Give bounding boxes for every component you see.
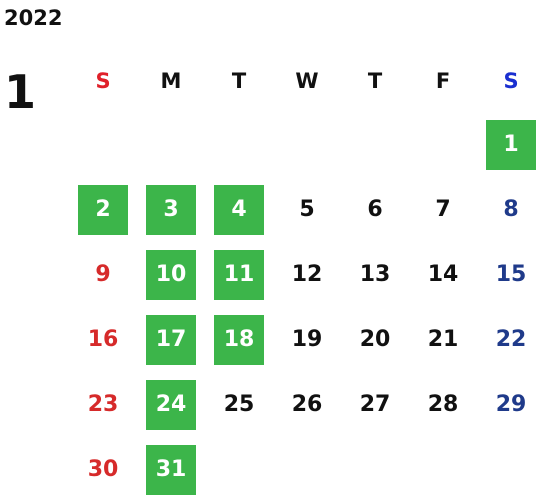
day-cell[interactable]: 23 (69, 372, 137, 437)
weekday-thursday: T (367, 69, 383, 93)
empty-cell (341, 112, 409, 177)
weekday-wednesday: W (295, 69, 319, 93)
weekday-saturday: S (503, 69, 519, 93)
day-20[interactable]: 20 (359, 327, 391, 352)
day-2[interactable]: 2 (78, 184, 128, 235)
day-10[interactable]: 10 (146, 249, 196, 300)
day-cell[interactable]: 3 (137, 177, 205, 242)
year-label: 2022 (4, 6, 63, 30)
empty-cell (341, 437, 409, 502)
empty-cell (409, 437, 477, 502)
empty-cell (137, 112, 205, 177)
day-14[interactable]: 14 (427, 262, 459, 287)
day-8[interactable]: 8 (503, 197, 519, 222)
day-cell[interactable]: 10 (137, 242, 205, 307)
day-13[interactable]: 13 (359, 262, 391, 287)
day-cell[interactable]: 28 (409, 372, 477, 437)
weekday-cell: M (137, 50, 205, 112)
day-cell[interactable]: 14 (409, 242, 477, 307)
week-row: 16 17 18 19 20 21 22 (69, 307, 545, 372)
weekday-cell: W (273, 50, 341, 112)
month-label: 1 (4, 65, 37, 119)
day-cell[interactable]: 2 (69, 177, 137, 242)
day-cell[interactable]: 20 (341, 307, 409, 372)
day-9[interactable]: 9 (95, 262, 111, 287)
day-cell[interactable]: 21 (409, 307, 477, 372)
day-cell[interactable]: 31 (137, 437, 205, 502)
day-27[interactable]: 27 (359, 392, 391, 417)
day-29[interactable]: 29 (495, 392, 527, 417)
day-cell[interactable]: 25 (205, 372, 273, 437)
day-cell[interactable]: 13 (341, 242, 409, 307)
day-cell[interactable]: 16 (69, 307, 137, 372)
empty-cell (477, 437, 545, 502)
day-cell[interactable]: 4 (205, 177, 273, 242)
day-3[interactable]: 3 (146, 184, 196, 235)
day-cell[interactable]: 22 (477, 307, 545, 372)
day-cell[interactable]: 1 (477, 112, 545, 177)
weekday-header: S M T W T F S (69, 50, 545, 112)
day-cell[interactable]: 6 (341, 177, 409, 242)
day-cell[interactable]: 19 (273, 307, 341, 372)
weekday-tuesday: T (231, 69, 247, 93)
day-26[interactable]: 26 (291, 392, 323, 417)
day-12[interactable]: 12 (291, 262, 323, 287)
day-cell[interactable]: 7 (409, 177, 477, 242)
weekday-monday: M (160, 69, 182, 93)
day-cell[interactable]: 24 (137, 372, 205, 437)
day-cell[interactable]: 11 (205, 242, 273, 307)
day-24[interactable]: 24 (146, 379, 196, 430)
empty-cell (273, 112, 341, 177)
weekday-friday: F (435, 69, 451, 93)
day-cell[interactable]: 8 (477, 177, 545, 242)
day-1[interactable]: 1 (486, 119, 536, 170)
weekday-cell: T (341, 50, 409, 112)
day-cell[interactable]: 26 (273, 372, 341, 437)
weekday-cell: S (69, 50, 137, 112)
day-4[interactable]: 4 (214, 184, 264, 235)
weekday-cell: T (205, 50, 273, 112)
day-cell[interactable]: 29 (477, 372, 545, 437)
empty-cell (69, 112, 137, 177)
day-cell[interactable]: 17 (137, 307, 205, 372)
day-25[interactable]: 25 (223, 392, 255, 417)
day-5[interactable]: 5 (299, 197, 315, 222)
weekday-cell: F (409, 50, 477, 112)
day-cell[interactable]: 5 (273, 177, 341, 242)
day-21[interactable]: 21 (427, 327, 459, 352)
day-30[interactable]: 30 (87, 457, 119, 482)
week-row: 30 31 (69, 437, 545, 502)
week-row: 2 3 4 5 6 7 8 (69, 177, 545, 242)
day-15[interactable]: 15 (495, 262, 527, 287)
day-31[interactable]: 31 (146, 444, 196, 495)
day-cell[interactable]: 15 (477, 242, 545, 307)
calendar-grid: S M T W T F S 1 2 3 4 5 6 7 8 (69, 50, 545, 502)
day-6[interactable]: 6 (367, 197, 383, 222)
day-19[interactable]: 19 (291, 327, 323, 352)
day-11[interactable]: 11 (214, 249, 264, 300)
weekday-cell: S (477, 50, 545, 112)
week-row: 23 24 25 26 27 28 29 (69, 372, 545, 437)
empty-cell (205, 112, 273, 177)
day-7[interactable]: 7 (435, 197, 451, 222)
week-row: 1 (69, 112, 545, 177)
day-cell[interactable]: 12 (273, 242, 341, 307)
day-cell[interactable]: 18 (205, 307, 273, 372)
week-row: 9 10 11 12 13 14 15 (69, 242, 545, 307)
day-18[interactable]: 18 (214, 314, 264, 365)
day-cell[interactable]: 9 (69, 242, 137, 307)
weekday-sunday: S (95, 69, 111, 93)
day-22[interactable]: 22 (495, 327, 527, 352)
day-17[interactable]: 17 (146, 314, 196, 365)
empty-cell (273, 437, 341, 502)
day-cell[interactable]: 30 (69, 437, 137, 502)
day-28[interactable]: 28 (427, 392, 459, 417)
empty-cell (205, 437, 273, 502)
empty-cell (409, 112, 477, 177)
day-cell[interactable]: 27 (341, 372, 409, 437)
day-23[interactable]: 23 (87, 392, 119, 417)
day-16[interactable]: 16 (87, 327, 119, 352)
